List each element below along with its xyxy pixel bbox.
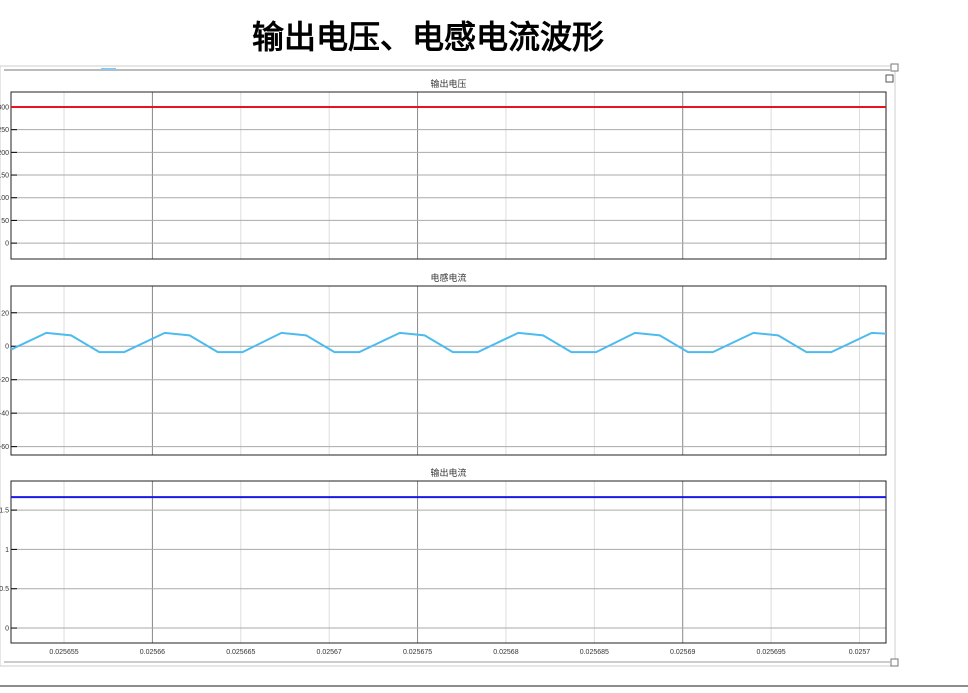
y-tick-label: -20 <box>0 377 9 384</box>
y-tick-label: 0.5 <box>0 586 9 593</box>
y-tick-label: -40 <box>0 411 9 418</box>
x-tick-label: 0.025685 <box>580 649 609 656</box>
y-tick-label: 100 <box>0 195 9 202</box>
figure-frame <box>0 65 896 667</box>
y-tick-label: 0 <box>5 626 9 633</box>
series-line <box>10 331 887 354</box>
expand-icon <box>885 74 894 83</box>
y-tick-label: -60 <box>0 444 9 451</box>
panel-title: 输出电流 <box>430 467 466 479</box>
y-tick-label: 50 <box>1 218 9 225</box>
x-tick-label: 0.025655 <box>49 649 78 656</box>
y-tick-label: 300 <box>0 104 9 111</box>
y-tick-label: 250 <box>0 127 9 134</box>
x-tick-label: 0.02568 <box>493 649 518 656</box>
plot-box <box>10 480 887 644</box>
panel-title: 输出电压 <box>430 78 466 90</box>
panel-2: 电感电流 -60 -40 -20 0 20 <box>0 272 887 456</box>
resize-handle-top <box>890 63 899 72</box>
resize-handle-bottom <box>890 658 899 667</box>
x-tick-label: 0.025665 <box>226 649 255 656</box>
x-tick-label: 0.02567 <box>317 649 342 656</box>
x-tick-label: 0.025675 <box>403 649 432 656</box>
plot-box <box>10 91 887 260</box>
panel-1: 输出电压 0 50 100 150 200 250 300 <box>0 78 887 260</box>
y-tick-label: 150 <box>0 173 9 180</box>
x-tick-label: 0.025695 <box>756 649 785 656</box>
plot-box <box>10 285 887 456</box>
x-tick-label: 0.02566 <box>140 649 165 656</box>
y-tick-label: 0 <box>5 241 9 248</box>
y-tick-label: 1 <box>5 547 9 554</box>
x-tick-label: 0.02569 <box>670 649 695 656</box>
x-tick-label: 0.0257 <box>849 649 871 656</box>
y-tick-label: 200 <box>0 150 9 157</box>
panel-title: 电感电流 <box>430 272 466 284</box>
y-tick-label: 1.5 <box>0 508 9 515</box>
page-title: 输出电压、电感电流波形 <box>251 18 604 56</box>
panel-3: 输出电流 0 0.5 1 1.5 0.025655 0.02566 0.025665 0.025… <box>0 467 887 656</box>
y-tick-label: 20 <box>1 310 9 317</box>
y-tick-label: 0 <box>5 344 9 351</box>
